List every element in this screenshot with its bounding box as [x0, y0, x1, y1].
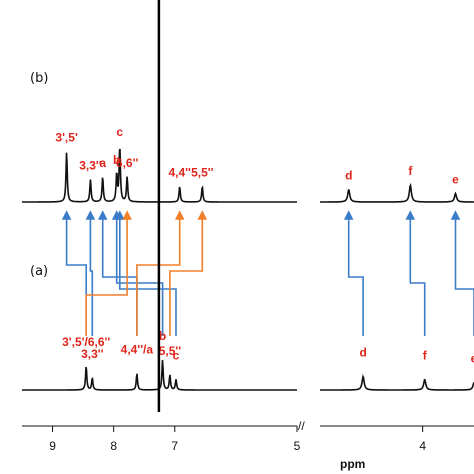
correlation-arrow: [111, 210, 164, 336]
tick-label: 4: [419, 439, 426, 453]
correlation-arrow: [61, 210, 87, 336]
axis-break-mark: //: [298, 419, 305, 433]
correlation-arrow: [85, 210, 132, 336]
panel-label-a: (a): [30, 264, 48, 279]
peak-label: 3,3'': [81, 347, 104, 361]
peak-label: e: [452, 173, 459, 187]
tick-label: 5: [294, 439, 301, 453]
peak-label: b: [113, 153, 120, 167]
correlation-arrow: [115, 210, 177, 336]
spectrum-trace-b: [22, 148, 474, 203]
correlation-arrow: [169, 210, 208, 336]
x-axis-title: ppm: [340, 457, 365, 471]
peak-label: a: [99, 156, 106, 170]
tick-group: 9 8 7 5 4: [49, 426, 426, 453]
peak-label: f: [423, 349, 428, 363]
correlation-arrow: [450, 210, 474, 336]
peak-label: 3,3'': [79, 159, 102, 173]
panel-label-b: (b): [30, 71, 48, 86]
spectrum-trace-a: [22, 359, 474, 391]
peak-label: 6,6'': [116, 156, 139, 170]
peak-label: d: [345, 169, 352, 183]
peak-label: f: [408, 164, 413, 178]
tick-label: 8: [110, 439, 117, 453]
peak-label: c: [173, 349, 180, 363]
peak-label: 4,4'': [168, 165, 191, 179]
peak-label: 5,5'': [191, 165, 214, 179]
tick-label: 9: [49, 439, 56, 453]
tick-label: 7: [171, 439, 178, 453]
peak-label: 3',5': [55, 131, 78, 145]
peak-label: b: [159, 329, 166, 343]
correlation-arrow: [405, 210, 426, 336]
peak-labels-group: 3',5'3,3''a bc6,6''4,4'' 5,5'' d fe3',5'/6,6…: [55, 125, 474, 366]
correlation-arrow: [343, 210, 364, 336]
peak-label: 5,5'': [159, 344, 182, 358]
peak-label: 4,4''/a: [121, 343, 154, 357]
x-axis: // 9 8 7 5 4 ppm: [22, 419, 474, 471]
peak-label: c: [116, 125, 123, 139]
peak-label: 3',5'/6,6'': [62, 335, 110, 349]
peak-label: d: [359, 346, 366, 360]
peak-label: e: [471, 352, 474, 366]
correlation-arrows: [61, 210, 474, 336]
correlation-arrow: [85, 210, 96, 336]
